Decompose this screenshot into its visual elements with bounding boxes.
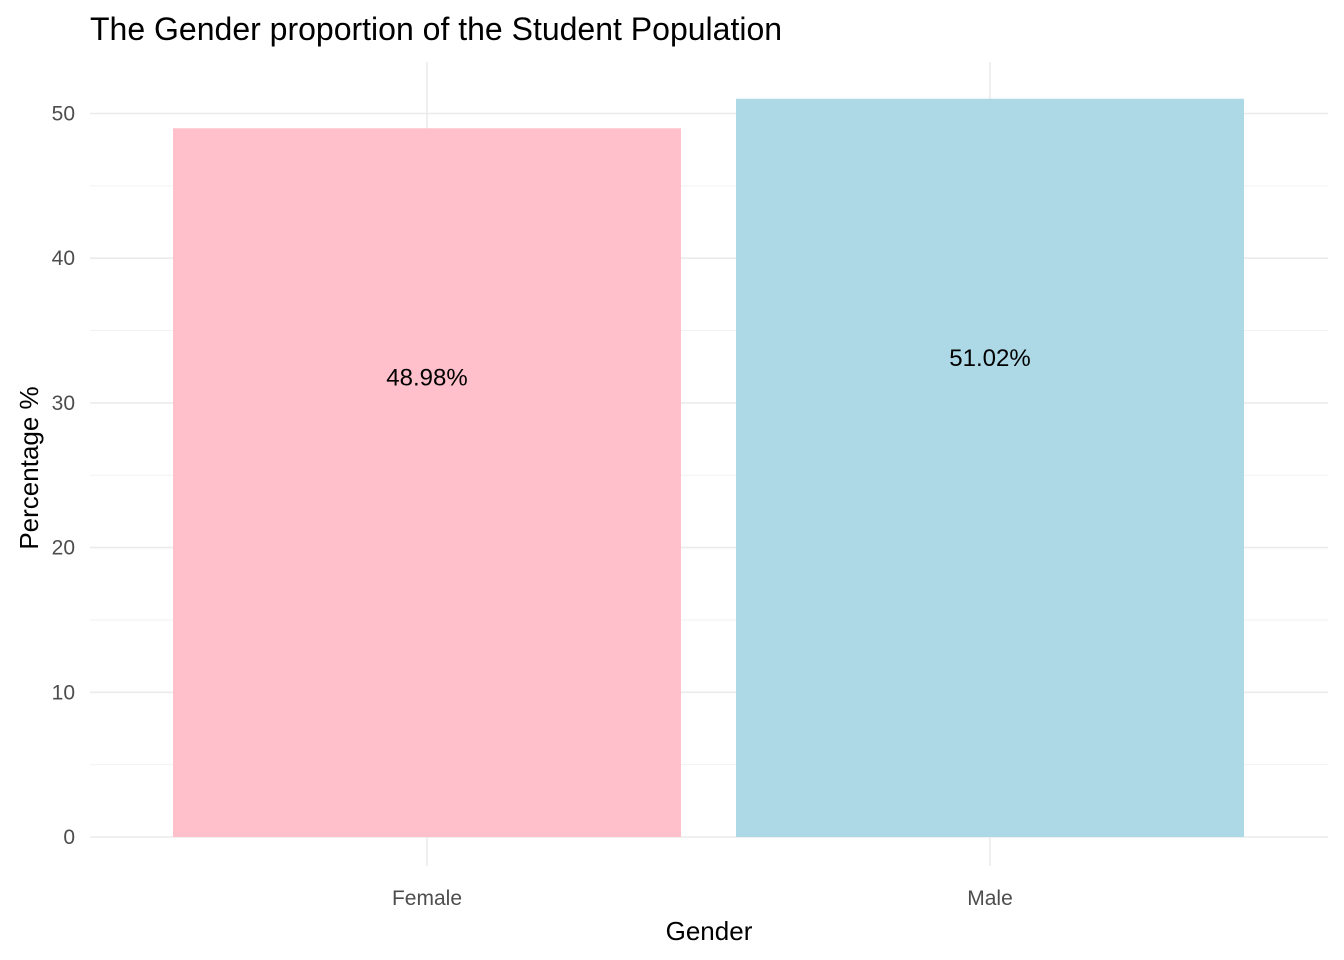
- data-label-female: 48.98%: [386, 364, 467, 391]
- y-tick-label: 50: [52, 103, 75, 126]
- y-axis-title: Percentage %: [14, 386, 44, 549]
- y-tick-label: 20: [52, 537, 75, 560]
- y-axis-tick-labels: 0 10 20 30 40 50: [52, 103, 75, 850]
- bars: [173, 98, 1244, 837]
- x-tick-label-male: Male: [967, 887, 1013, 910]
- data-labels: 48.98% 51.02%: [386, 345, 1030, 391]
- bar-male: [736, 98, 1244, 837]
- x-axis-tick-labels: Female Male: [392, 887, 1013, 910]
- x-axis-title: Gender: [666, 916, 753, 946]
- y-tick-label: 30: [52, 392, 75, 415]
- y-tick-label: 10: [52, 681, 75, 704]
- data-label-male: 51.02%: [949, 345, 1030, 372]
- bar-female: [173, 128, 681, 837]
- chart-title: The Gender proportion of the Student Pop…: [90, 11, 782, 47]
- y-tick-label: 40: [52, 247, 75, 270]
- y-tick-label: 0: [63, 826, 75, 849]
- x-tick-label-female: Female: [392, 887, 462, 910]
